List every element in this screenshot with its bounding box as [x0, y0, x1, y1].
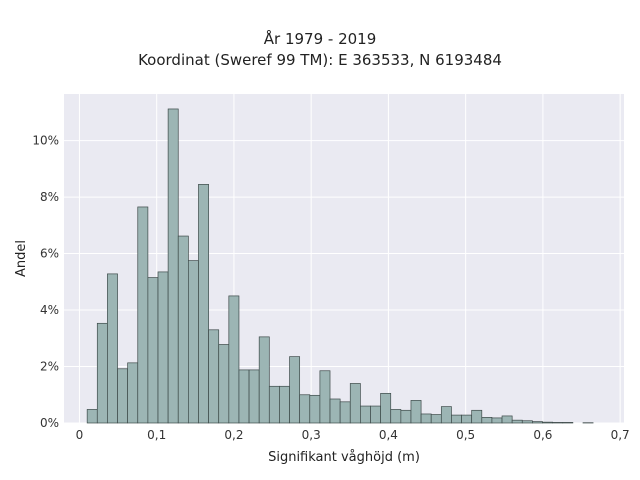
histogram-bar [552, 422, 564, 424]
histogram-bar [420, 413, 432, 424]
histogram-bar [177, 235, 189, 424]
histogram-bar [471, 409, 483, 424]
x-axis-ticks: 0 0,1 0,2 0,3 0,4 0,5 0,6 0,7 [76, 428, 630, 442]
histogram-bar [198, 184, 209, 424]
x-tick-label: 0,5 [456, 428, 475, 442]
histogram-bar [491, 417, 503, 424]
histogram-bar [360, 405, 371, 424]
histogram-bar [451, 414, 462, 424]
x-tick-label: 0,4 [379, 428, 398, 442]
histogram-bar [96, 322, 108, 424]
histogram-bar [400, 409, 412, 424]
histogram-bar [127, 362, 139, 424]
histogram-bar [248, 369, 260, 424]
histogram-bar [481, 417, 493, 424]
histogram-bar [542, 421, 553, 424]
histogram-bar [380, 392, 392, 424]
y-axis-ticks: 0% 2% 4% 6% 8% 10% [32, 134, 59, 430]
histogram-bar [147, 277, 159, 424]
histogram-bar [430, 414, 442, 424]
histogram-bar [157, 271, 169, 424]
x-tick-label: 0,6 [533, 428, 552, 442]
histogram-bar [410, 400, 422, 424]
x-tick-label: 0,7 [611, 428, 630, 442]
histogram-bar [319, 370, 331, 424]
y-axis-label: Andel [14, 240, 29, 277]
histogram-bar [167, 108, 179, 424]
histogram-bar [390, 409, 402, 424]
histogram-bar [299, 394, 311, 424]
y-tick-label: 8% [40, 190, 59, 204]
histogram-bar [532, 421, 543, 424]
histogram-bar [461, 414, 473, 424]
histogram-bar [279, 385, 290, 424]
histogram-bar [137, 206, 149, 424]
histogram-bar [228, 295, 240, 424]
histogram-bar [349, 383, 361, 424]
x-axis-label: Signifikant våghöjd (m) [268, 450, 420, 465]
histogram-bar [339, 401, 351, 424]
histogram-bar [521, 420, 533, 424]
x-tick-label: 0,2 [224, 428, 243, 442]
histogram-bar [218, 344, 230, 424]
histogram-bar [258, 336, 270, 424]
x-tick-label: 0,3 [302, 428, 321, 442]
histogram-bar [440, 406, 452, 424]
y-tick-label: 4% [40, 303, 59, 317]
histogram-bar [268, 385, 280, 424]
histogram-bar [329, 398, 341, 424]
histogram-bar [107, 273, 118, 424]
chart-title: År 1979 - 2019 [263, 30, 377, 48]
histogram-bar [562, 422, 574, 424]
histogram-bar [309, 394, 321, 424]
chart-subtitle: Koordinat (Sweref 99 TM): E 363533, N 61… [138, 51, 502, 69]
x-tick-label: 0,1 [147, 428, 166, 442]
histogram-bar [370, 405, 381, 424]
histogram-bars [86, 108, 594, 424]
histogram-bar [289, 356, 301, 424]
y-tick-label: 0% [40, 416, 59, 430]
histogram-bar [86, 409, 98, 424]
histogram-bar [117, 368, 128, 424]
histogram-bar [511, 419, 523, 424]
y-tick-label: 2% [40, 360, 59, 374]
histogram-bar [208, 329, 220, 424]
histogram-bar [238, 369, 250, 424]
x-tick-label: 0 [76, 428, 84, 442]
histogram-bar [501, 415, 513, 424]
histogram-bar [188, 260, 199, 424]
y-tick-label: 6% [40, 247, 59, 261]
y-tick-label: 10% [32, 134, 59, 148]
